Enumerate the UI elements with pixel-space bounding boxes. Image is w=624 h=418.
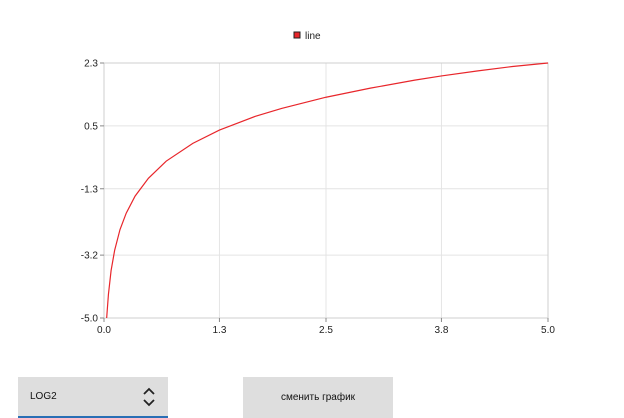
x-tick-label: 3.8 bbox=[434, 325, 448, 336]
legend-swatch-line bbox=[293, 31, 301, 39]
legend-label-line: line bbox=[305, 31, 321, 42]
y-tick-label: 0.5 bbox=[84, 121, 98, 132]
series-line-line bbox=[106, 62, 549, 319]
line-chart: 0.0 1.3 2.5 3.8 5.0 2.3 0.5 -1.3 -3.2 -5.0 line bbox=[81, 31, 556, 336]
x-axis: 0.0 1.3 2.5 3.8 5.0 bbox=[97, 318, 555, 336]
function-select-value: LOG2 bbox=[30, 391, 57, 402]
y-tick-label: -1.3 bbox=[81, 184, 99, 195]
y-tick-label: -3.2 bbox=[81, 251, 99, 262]
y-tick-label: -5.0 bbox=[81, 314, 99, 325]
series-layer bbox=[106, 62, 549, 319]
function-select[interactable]: LOG2 bbox=[18, 377, 168, 418]
legend: line bbox=[293, 31, 321, 42]
x-tick-label: 5.0 bbox=[541, 325, 555, 336]
x-tick-label: 2.5 bbox=[319, 325, 333, 336]
chart-grid bbox=[103, 62, 549, 319]
x-tick-label: 0.0 bbox=[97, 325, 111, 336]
y-axis: 2.3 0.5 -1.3 -3.2 -5.0 bbox=[81, 59, 104, 325]
y-tick-label: 2.3 bbox=[84, 59, 98, 70]
change-chart-button[interactable]: сменить график bbox=[243, 377, 393, 418]
x-tick-label: 1.3 bbox=[212, 325, 226, 336]
chevron-up-down-icon bbox=[143, 387, 155, 407]
